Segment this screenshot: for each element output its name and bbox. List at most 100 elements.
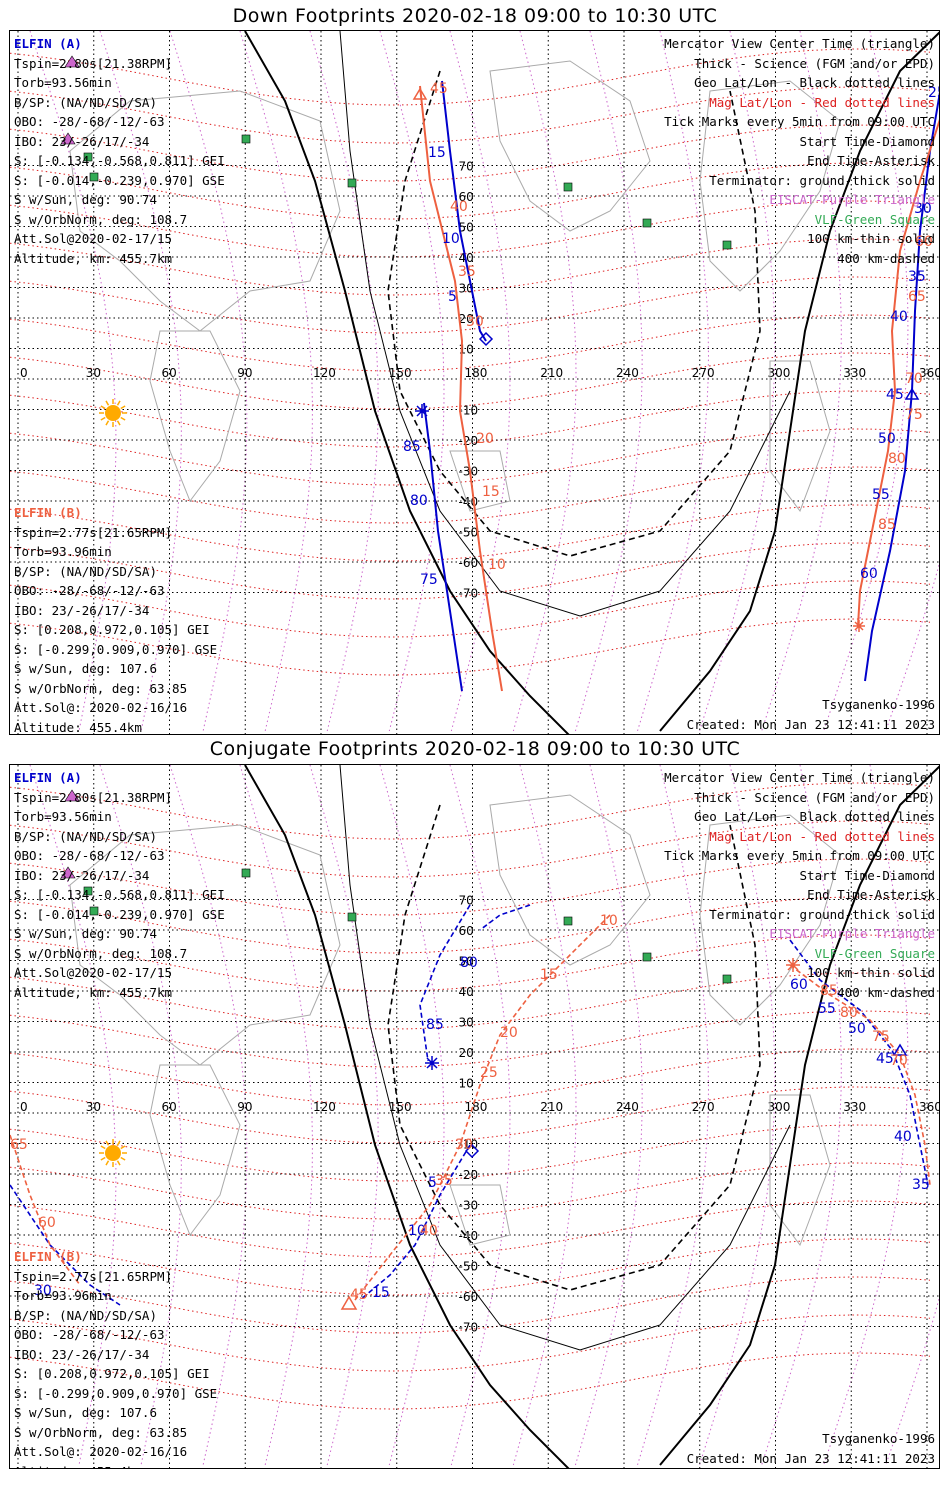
continent-outline [699, 80, 841, 292]
track-b-tick-label: 80 [888, 451, 906, 467]
track-b-tick-label: 70 [890, 1053, 908, 1069]
lat-label: 70 [459, 894, 474, 908]
elfin-a-track [10, 1184, 121, 1306]
legend-line: VLF-Green Square [814, 945, 935, 961]
elfin-b-info: ELFIN (B) Tspin=2.77s[21.65RPM] Torb=93.… [14, 503, 218, 734]
created-time: Created: Mon Jan 23 12:41:11 2023 [686, 1450, 935, 1466]
mag-lat-line [10, 1086, 931, 1144]
info-line: OBO: -28/-68/-12/-63 [14, 583, 165, 598]
info-line: OBO: -28/-68/-12/-63 [14, 1327, 165, 1342]
terminator-400km [387, 804, 761, 1291]
mag-lat-line [10, 314, 931, 372]
track-a-tick-label: 10 [442, 231, 460, 247]
lon-label: 0 [20, 366, 28, 380]
mag-lat-line [10, 820, 931, 878]
sun-ray-icon [105, 400, 110, 406]
track-b-tick-label: 75 [905, 407, 923, 423]
track-a-tick-label: 45 [886, 387, 904, 403]
legend: Mercator View Center Time (triangle) Thi… [664, 34, 935, 268]
lon-label: 300 [768, 1100, 791, 1114]
vlf-station-icon [563, 182, 573, 192]
mag-lat-line [10, 238, 931, 296]
vlf-station-icon [241, 868, 251, 878]
track-b-tick-label: 65 [908, 289, 926, 305]
mag-lon-line [99, 765, 182, 1466]
lat-label: 60 [459, 190, 474, 204]
legend-line: Mag Lat/Lon - Red dotted lines [709, 828, 935, 844]
eiscat-icon [60, 132, 76, 145]
track-a-tick-label: 30 [914, 201, 932, 217]
terminator-100km [339, 31, 791, 617]
map-svg-conjugate: 0 30 60 90 120 150 180 210 240 270 300 330 360 70 60 50… [10, 765, 940, 1468]
info-line: Tspin=2.77s[21.65RPM] [14, 524, 173, 540]
info-line: S: [-0.134,-0.568,0.811] GEI [14, 153, 225, 168]
info-line: S: [0.208,0.972,0.105] GEI [14, 1366, 210, 1381]
info-line: B/SP: (NA/ND/SD/SA) [14, 828, 157, 844]
vlf-station-icon [347, 178, 357, 188]
elfin-a-info: ELFIN (A) Tspin=2.80s[21.38RPM] Torb=93.… [14, 768, 225, 1002]
lon-label: 150 [389, 1100, 412, 1114]
track-b-tick-label: 85 [878, 517, 896, 533]
lon-label: 360 [919, 1100, 940, 1114]
mag-lat-line [10, 1124, 931, 1182]
track-b-tick-label: 25 [480, 1065, 498, 1081]
elfin-b-label: ELFIN (B) [14, 505, 82, 520]
lon-label: 240 [616, 1100, 639, 1114]
lat-label: 60 [459, 924, 474, 938]
elfin-b-info: ELFIN (B) Tspin=2.77s[21.65RPM] Torb=93.… [14, 1247, 218, 1468]
track-a-tick-label: 30 [34, 1283, 52, 1299]
info-line: Torb=93.96min [14, 544, 112, 559]
track-b-tick-label: 15 [482, 484, 500, 500]
continent-outline [449, 450, 511, 512]
track-b-tick-label: 60 [915, 234, 933, 250]
track-a-tick-label: 5 [448, 289, 457, 305]
track-a-tick-label: 15 [428, 145, 446, 161]
start-diamond-icon [478, 331, 494, 347]
track-a-tick-label: 85 [403, 439, 421, 455]
track-a-tick-label: 85 [426, 1017, 444, 1033]
info-line: S: [-0.299,0.909,0.970] GSE [14, 1385, 218, 1401]
map-panel-down: 0 30 60 90 120 150 180 210 240 270 300 330 360 70 60 50… [9, 30, 940, 735]
mag-lat-line [10, 618, 931, 676]
start-diamond-icon [464, 1143, 480, 1159]
center-triangle-icon [340, 1295, 358, 1310]
info-line: S: [-0.299,0.909,0.970] GSE [14, 641, 218, 657]
elfin-a-track [359, 1144, 471, 1301]
legend-line: End Time-Asterisk [807, 153, 935, 168]
track-b-tick-label: 40 [450, 199, 468, 215]
info-line: Tspin=2.80s[21.38RPM] [14, 789, 173, 805]
terminator-100km [339, 765, 791, 1351]
eiscat-icon [64, 55, 80, 68]
track-a-tick-label: 40 [890, 309, 908, 325]
continent-outline [149, 330, 241, 503]
mag-lat-line [10, 276, 931, 334]
info-line: S: [0.208,0.972,0.105] GEI [14, 622, 210, 637]
mag-lon-line [239, 765, 313, 1466]
map-panel-conjugate: 0 30 60 90 120 150 180 210 240 270 300 330 360 70 60 50… [9, 764, 940, 1469]
elfin-b-track [10, 1134, 81, 1286]
terminator-ground [659, 31, 939, 732]
info-line: S w/OrbNorm, deg: 108.7 [14, 945, 188, 961]
track-a-tick-label: 45 [876, 1051, 894, 1067]
lat-label: 10 [459, 1077, 474, 1091]
mag-lat-line [10, 972, 931, 1030]
track-b-tick-label: 10 [488, 557, 506, 573]
info-line: S w/OrbNorm, deg: 63.85 [14, 1424, 188, 1440]
lat-label: -20 [459, 1168, 479, 1182]
continent-outline [489, 794, 651, 966]
continent-outline [69, 90, 341, 332]
legend-line: Mercator View Center Time (triangle) [664, 770, 935, 785]
mag-lat-line [10, 1352, 931, 1410]
track-a-tick-label: 35 [908, 269, 926, 285]
mag-lat-line [10, 934, 931, 992]
mag-lat-line [10, 782, 931, 840]
mag-lon-line [449, 31, 511, 732]
center-triangle-icon [412, 87, 428, 100]
track-a-tick-label: 80 [410, 493, 428, 509]
info-line: S w/OrbNorm, deg: 108.7 [14, 211, 188, 227]
sun-ray-icon [100, 405, 106, 410]
info-line: Torb=93.96min [14, 1288, 112, 1303]
lat-label: 30 [459, 1016, 474, 1030]
center-triangle-icon [904, 387, 920, 400]
footer-right: Tsyganenko-1996 Created: Mon Jan 23 12:4… [687, 695, 935, 734]
